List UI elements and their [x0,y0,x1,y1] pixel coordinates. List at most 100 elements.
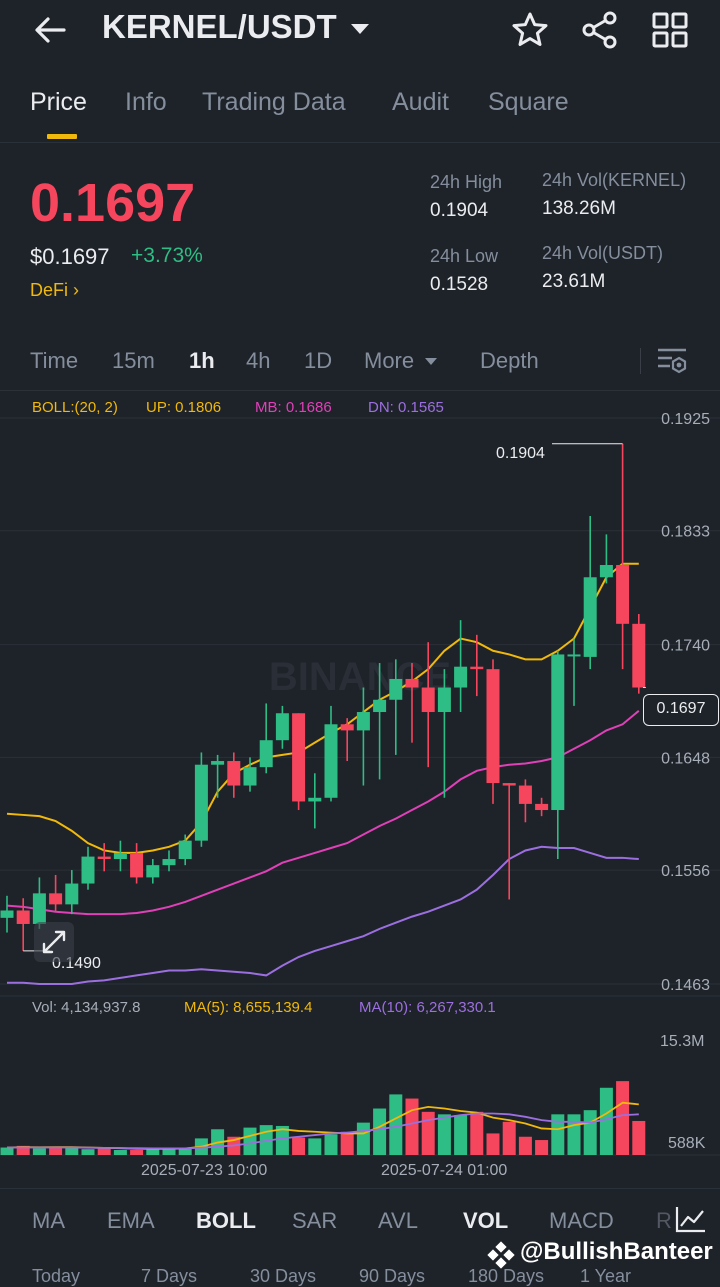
vol-quote-value: 23.61M [542,271,606,292]
caret-down-icon[interactable] [350,22,370,36]
tab-info[interactable]: Info [125,88,167,116]
share-icon[interactable] [580,10,620,50]
candle [81,846,95,890]
timeframe-1d[interactable]: 1D [304,348,333,373]
timeframe-4h[interactable]: 4h [246,348,271,373]
candle [162,850,176,872]
price-axis-label: 0.1740 [661,638,710,655]
pair-title[interactable]: KERNEL/USDT [102,8,337,45]
candle-body [470,666,484,670]
timeframe-time[interactable]: Time [30,348,79,373]
volume-bar [97,1147,111,1155]
vol-legend-ma5: MA(5): 8,655,139.4 [184,999,313,1016]
expand-icon[interactable] [34,922,74,962]
period-30-days[interactable]: 30 Days [250,1266,317,1286]
candle-body [65,883,79,905]
volume-bar [551,1114,565,1155]
indicator-macd[interactable]: MACD [549,1208,614,1233]
volume-bar [470,1111,484,1155]
volume-bar [616,1081,630,1155]
candle [356,687,370,786]
chart-type-icon[interactable] [674,1204,708,1234]
timeframe-depth[interactable]: Depth [480,348,539,373]
grid-apps-icon[interactable] [650,10,690,50]
indicator-avl[interactable]: AVL [378,1208,418,1233]
indicator-vol[interactable]: VOL [463,1208,509,1233]
candle-body [551,654,565,811]
candle [49,874,63,912]
volume-bar [324,1134,338,1155]
candle [227,752,241,798]
tab-price[interactable]: Price [30,88,87,116]
volume-bar [146,1149,160,1155]
candle-body [599,565,613,578]
timeframe-15m[interactable]: 15m [112,348,155,373]
candle [97,843,111,872]
volume-bar [486,1133,500,1155]
indicator-boll[interactable]: BOLL [196,1208,256,1233]
candle [146,859,160,884]
star-icon[interactable] [510,10,550,50]
candle [518,779,532,823]
chart-settings-icon[interactable] [656,346,690,376]
toolbar-separator [640,348,641,374]
candle [535,797,549,817]
back-arrow-icon[interactable] [30,12,70,48]
candle [243,757,257,792]
tab-audit[interactable]: Audit [392,88,449,116]
period-90-days[interactable]: 90 Days [359,1266,426,1286]
candle-body [275,713,289,741]
candle-body [146,865,160,878]
period-today[interactable]: Today [32,1266,81,1286]
top-bar: KERNEL/USDT [0,0,720,62]
candle-body [567,654,581,657]
volume-bar [373,1108,387,1155]
candle-body [308,797,322,802]
watermark-handle: @BullishBanteer [520,1238,713,1265]
volume-bar [49,1146,63,1155]
candle-body [243,767,257,786]
boll-legend-dn: DN: 0.1565 [368,399,444,416]
timeframe-1h[interactable]: 1h [189,348,215,373]
volume-bar [178,1147,192,1155]
candle [486,659,500,804]
indicator-ma[interactable]: MA [32,1208,65,1233]
candle [0,895,14,933]
candlestick-chart[interactable]: BINANCE 0.19250.18330.17400.16480.15560.… [0,400,720,1190]
candles [0,443,646,952]
timeframe-more[interactable]: More [364,348,438,374]
boll-mid-line [6,710,640,916]
volume-bar [567,1114,581,1155]
price-axis-label: 0.1556 [661,863,710,880]
candle [130,843,144,884]
period-1-year[interactable]: 1 Year [580,1266,632,1286]
volume-bar [130,1150,144,1155]
candle-body [259,740,273,768]
divider [0,390,720,391]
candle-body [227,761,241,786]
candle-body [97,856,111,860]
active-tab-indicator [47,134,77,139]
candle [616,443,630,670]
indicator-rsi[interactable]: R [656,1208,672,1233]
volume-bar [518,1136,532,1155]
candle [292,713,306,811]
usd-price: $0.1697 [30,244,110,269]
last-price: 0.1697 [30,173,196,233]
tab-square[interactable]: Square [488,88,569,116]
current-price-label: 0.1697 [656,700,706,717]
candle [583,516,597,670]
tab-trading-data[interactable]: Trading Data [202,88,346,116]
indicator-ema[interactable]: EMA [107,1208,155,1233]
candle [275,705,289,749]
volume-axis-top: 15.3M [660,1033,705,1050]
candle-body [49,893,63,905]
indicator-sar[interactable]: SAR [292,1208,338,1233]
category-tag[interactable]: DeFi › [30,280,79,301]
candle-body [616,565,630,624]
period-7-days[interactable]: 7 Days [141,1266,198,1286]
volume-bar [340,1131,354,1155]
chart-watermark: BINANCE [269,655,451,699]
volume-bar [502,1121,516,1155]
volume-bar [437,1114,451,1155]
